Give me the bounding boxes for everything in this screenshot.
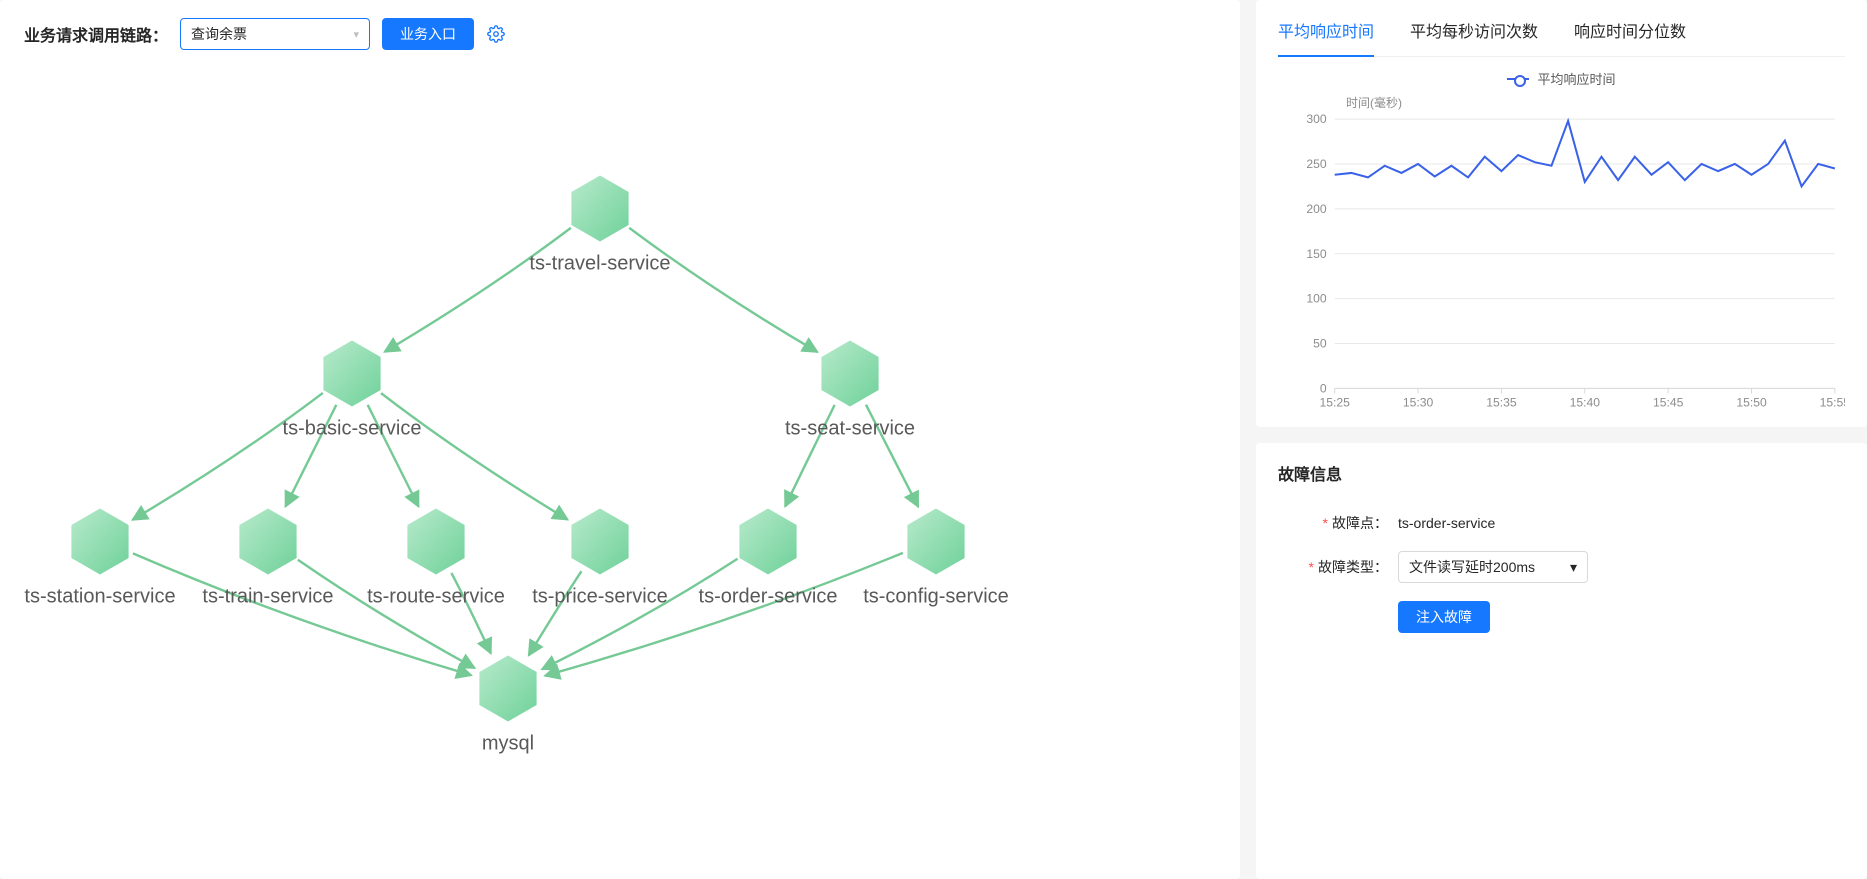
svg-text:15:50: 15:50 [1736, 396, 1767, 410]
svg-text:15:25: 15:25 [1320, 396, 1351, 410]
fault-point-value: ts-order-service [1398, 515, 1495, 531]
service-node-label: ts-order-service [699, 586, 838, 608]
service-node-label: ts-config-service [863, 586, 1009, 608]
svg-text:150: 150 [1306, 247, 1327, 261]
chevron-down-icon: ▾ [353, 28, 359, 41]
fault-actions: 注入故障 [1398, 601, 1845, 633]
service-node-travel[interactable]: ts-travel-service [529, 176, 670, 275]
chart-wrap: 平均响应时间 时间(毫秒) 0 50 100 150 200 250 300 15:25 15:… [1278, 69, 1845, 413]
service-node-station[interactable]: ts-station-service [24, 509, 175, 608]
svg-text:100: 100 [1306, 292, 1327, 306]
service-node-label: ts-route-service [367, 586, 505, 608]
fault-panel-title: 故障信息 [1278, 461, 1845, 485]
fault-type-row: *故障类型： 文件读写延时200ms ▾ [1278, 551, 1845, 583]
fault-type-select[interactable]: 文件读写延时200ms ▾ [1398, 551, 1588, 583]
edge [542, 559, 738, 670]
inject-fault-button[interactable]: 注入故障 [1398, 601, 1490, 633]
svg-text:200: 200 [1306, 202, 1327, 216]
edge [381, 393, 568, 519]
edge [629, 228, 817, 352]
entry-button[interactable]: 业务入口 [382, 18, 474, 50]
legend-label: 平均响应时间 [1537, 69, 1615, 88]
service-node-order[interactable]: ts-order-service [699, 509, 838, 608]
svg-text:0: 0 [1320, 381, 1327, 395]
service-node-basic[interactable]: ts-basic-service [283, 341, 422, 440]
service-node-config[interactable]: ts-config-service [863, 509, 1009, 608]
service-node-label: ts-travel-service [529, 253, 670, 275]
legend-marker-icon [1507, 74, 1529, 84]
service-node-route[interactable]: ts-route-service [367, 509, 505, 608]
tab-0[interactable]: 平均响应时间 [1278, 18, 1374, 56]
edge [384, 228, 570, 352]
edge [133, 553, 471, 675]
service-node-label: ts-price-service [532, 586, 668, 608]
fault-panel: 故障信息 *故障点： ts-order-service *故障类型： 文件读写延… [1256, 443, 1867, 879]
svg-text:250: 250 [1306, 157, 1327, 171]
edge [298, 560, 475, 668]
svg-text:15:30: 15:30 [1403, 396, 1434, 410]
metric-tabs: 平均响应时间平均每秒访问次数响应时间分位数 [1278, 18, 1845, 57]
service-node-label: ts-station-service [24, 586, 175, 608]
service-node-price[interactable]: ts-price-service [532, 509, 668, 608]
fault-point-row: *故障点： ts-order-service [1278, 513, 1845, 533]
edge [132, 393, 322, 520]
chain-select-value: 查询余票 [191, 24, 247, 44]
chart-legend: 平均响应时间 [1278, 69, 1845, 88]
svg-text:15:45: 15:45 [1653, 396, 1684, 410]
fault-type-value: 文件读写延时200ms [1409, 557, 1535, 577]
fault-type-label: *故障类型： [1278, 557, 1388, 577]
chart-panel: 平均响应时间平均每秒访问次数响应时间分位数 平均响应时间 时间(毫秒) 0501… [1256, 0, 1867, 427]
service-node-mysql[interactable]: mysql [479, 656, 536, 755]
chain-select[interactable]: 查询余票 ▾ [180, 18, 370, 50]
toolbar: 业务请求调用链路： 查询余票 ▾ 业务入口 [0, 0, 1240, 68]
svg-text:50: 50 [1313, 337, 1327, 351]
y-axis-title: 时间(毫秒) [1346, 94, 1845, 111]
service-node-seat[interactable]: ts-seat-service [785, 341, 915, 440]
service-node-label: ts-seat-service [785, 418, 915, 440]
right-column: 平均响应时间平均每秒访问次数响应时间分位数 平均响应时间 时间(毫秒) 0501… [1256, 0, 1867, 879]
service-node-train[interactable]: ts-train-service [202, 509, 333, 608]
topology-panel: 业务请求调用链路： 查询余票 ▾ 业务入口 ts-travel-servicet… [0, 0, 1240, 879]
gear-icon[interactable] [486, 24, 506, 44]
service-node-label: mysql [482, 733, 534, 755]
edge [529, 571, 582, 655]
topology-graph[interactable]: ts-travel-service ts-basic-service ts-seat… [0, 68, 1240, 879]
svg-text:300: 300 [1306, 113, 1327, 126]
service-node-label: ts-train-service [202, 586, 333, 608]
chart-line [1335, 121, 1835, 187]
chevron-down-icon: ▾ [1570, 559, 1577, 576]
tab-2[interactable]: 响应时间分位数 [1574, 18, 1686, 56]
response-time-chart[interactable]: 0 50 100 150 200 250 300 15:25 15:30 15:35 15:40 15… [1278, 113, 1845, 413]
service-node-label: ts-basic-service [283, 418, 422, 440]
svg-text:15:35: 15:35 [1486, 396, 1517, 410]
tab-1[interactable]: 平均每秒访问次数 [1410, 18, 1538, 56]
svg-text:15:40: 15:40 [1570, 396, 1601, 410]
fault-point-label: *故障点： [1278, 513, 1388, 533]
toolbar-label: 业务请求调用链路： [24, 22, 168, 46]
svg-text:15:55: 15:55 [1820, 396, 1845, 410]
